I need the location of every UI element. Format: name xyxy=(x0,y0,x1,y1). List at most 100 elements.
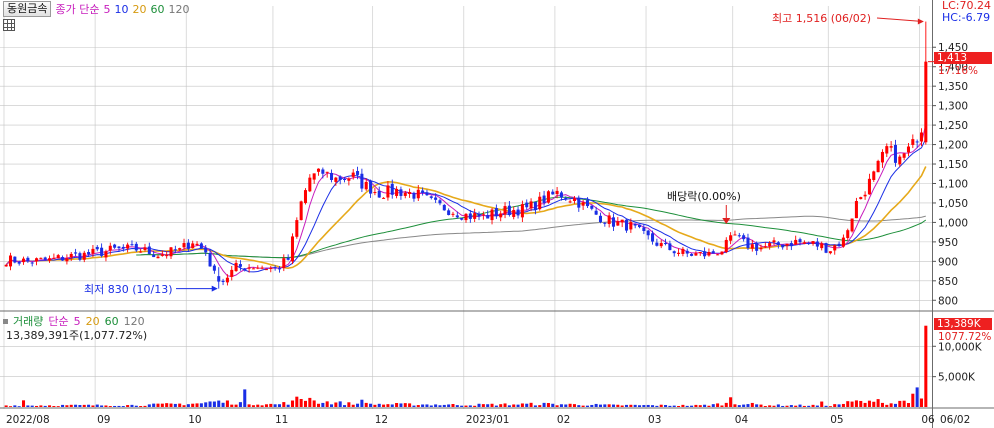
candle-body xyxy=(577,198,581,208)
candle-body xyxy=(837,243,841,247)
candle-body xyxy=(247,267,251,269)
price-tick-label: 800 xyxy=(938,295,958,307)
candle-body xyxy=(711,251,715,254)
volume-bar xyxy=(720,405,724,407)
candle-body xyxy=(746,237,750,249)
volume-bar xyxy=(659,404,663,407)
volume-bar xyxy=(43,405,47,407)
volume-bar xyxy=(607,404,611,407)
volume-bar xyxy=(837,404,841,407)
volume-bar xyxy=(191,403,195,407)
volume-bar xyxy=(525,403,529,407)
volume-bar xyxy=(334,402,338,407)
volume-bar xyxy=(646,404,650,407)
volume-bar xyxy=(546,403,550,407)
volume-bar xyxy=(568,403,572,407)
volume-bar xyxy=(490,403,494,407)
candle-body xyxy=(451,213,455,215)
current-volume-change: 1077.72% xyxy=(938,331,992,343)
volume-bar xyxy=(451,403,455,407)
low-annotation: 최저 830 (10/13) xyxy=(84,283,173,296)
volume-bar xyxy=(906,403,910,407)
candle-body xyxy=(507,205,511,216)
volume-bar xyxy=(147,404,151,407)
volume-bar xyxy=(729,397,733,407)
volume-bar xyxy=(429,405,433,407)
price-tick-label: 1,000 xyxy=(938,217,968,229)
candle-body xyxy=(781,244,785,248)
candle-body xyxy=(208,253,212,267)
volume-bar xyxy=(620,405,624,407)
candle-body xyxy=(364,181,368,190)
volume-bar xyxy=(225,400,229,407)
date-tick-label: 06 xyxy=(921,414,935,426)
candle-body xyxy=(529,201,533,209)
candle-body xyxy=(694,253,698,256)
volume-current-value: 13,389,391주(1,077.72%) xyxy=(6,329,148,342)
volume-bar xyxy=(859,400,863,407)
candle-body xyxy=(768,243,772,247)
volume-bar xyxy=(681,404,685,407)
candle-body xyxy=(598,215,602,223)
volume-bar xyxy=(494,405,498,407)
volume-bar xyxy=(611,404,616,407)
volume-bar xyxy=(559,404,563,407)
candle-body xyxy=(642,227,646,231)
candle-body xyxy=(403,192,407,196)
candle-body xyxy=(638,224,642,228)
volume-bar xyxy=(789,405,793,407)
volume-bar xyxy=(82,404,86,407)
candle-body xyxy=(698,252,702,253)
ma20-label: 20 xyxy=(132,2,147,16)
candle-body xyxy=(898,156,902,165)
candle-body xyxy=(13,256,17,263)
volume-bar xyxy=(395,403,399,407)
candle-body xyxy=(87,252,91,255)
volume-bar xyxy=(290,400,294,407)
volume-bar xyxy=(581,405,585,407)
candle-body xyxy=(182,243,186,248)
candle-body xyxy=(416,189,420,199)
candle-body xyxy=(369,180,373,194)
candle-body xyxy=(429,196,433,198)
volume-bar xyxy=(854,400,858,407)
ma120-label: 120 xyxy=(168,2,190,16)
candle-body xyxy=(8,255,13,267)
volume-bars xyxy=(4,325,928,408)
candle-body xyxy=(455,215,459,218)
candle-body xyxy=(269,267,273,269)
volume-bar xyxy=(538,405,542,407)
volume-bar xyxy=(477,403,481,407)
volume-bar xyxy=(707,405,711,407)
ma10-label: 10 xyxy=(114,2,129,16)
date-tick-label: 12 xyxy=(375,414,388,426)
volume-bar xyxy=(924,325,928,407)
candle-body xyxy=(490,209,494,221)
volume-bar xyxy=(464,405,468,407)
date-tick-label: 09 xyxy=(97,414,110,426)
volume-bar xyxy=(876,399,880,407)
candle-body xyxy=(39,257,43,259)
candle-body xyxy=(763,246,767,248)
volume-bar xyxy=(468,405,472,407)
volume-bar xyxy=(17,406,21,408)
candle-body xyxy=(651,233,655,242)
volume-bar xyxy=(39,405,43,407)
grid-table-icon[interactable] xyxy=(3,19,15,31)
candle-body xyxy=(78,253,82,260)
candle-body xyxy=(733,234,737,236)
candle-body xyxy=(820,243,824,249)
candle-body xyxy=(460,218,464,220)
candle-body xyxy=(863,194,867,197)
volume-bar xyxy=(846,401,850,407)
volume-bar xyxy=(30,405,34,407)
stock-name-button[interactable]: 동원금속 xyxy=(3,1,52,17)
volume-bar xyxy=(833,404,837,407)
volume-bar xyxy=(260,405,264,407)
volume-bar xyxy=(126,405,130,407)
candle-body xyxy=(789,243,793,247)
candle-body xyxy=(742,235,746,240)
candle-body xyxy=(26,257,30,261)
volume-bar xyxy=(408,403,412,407)
